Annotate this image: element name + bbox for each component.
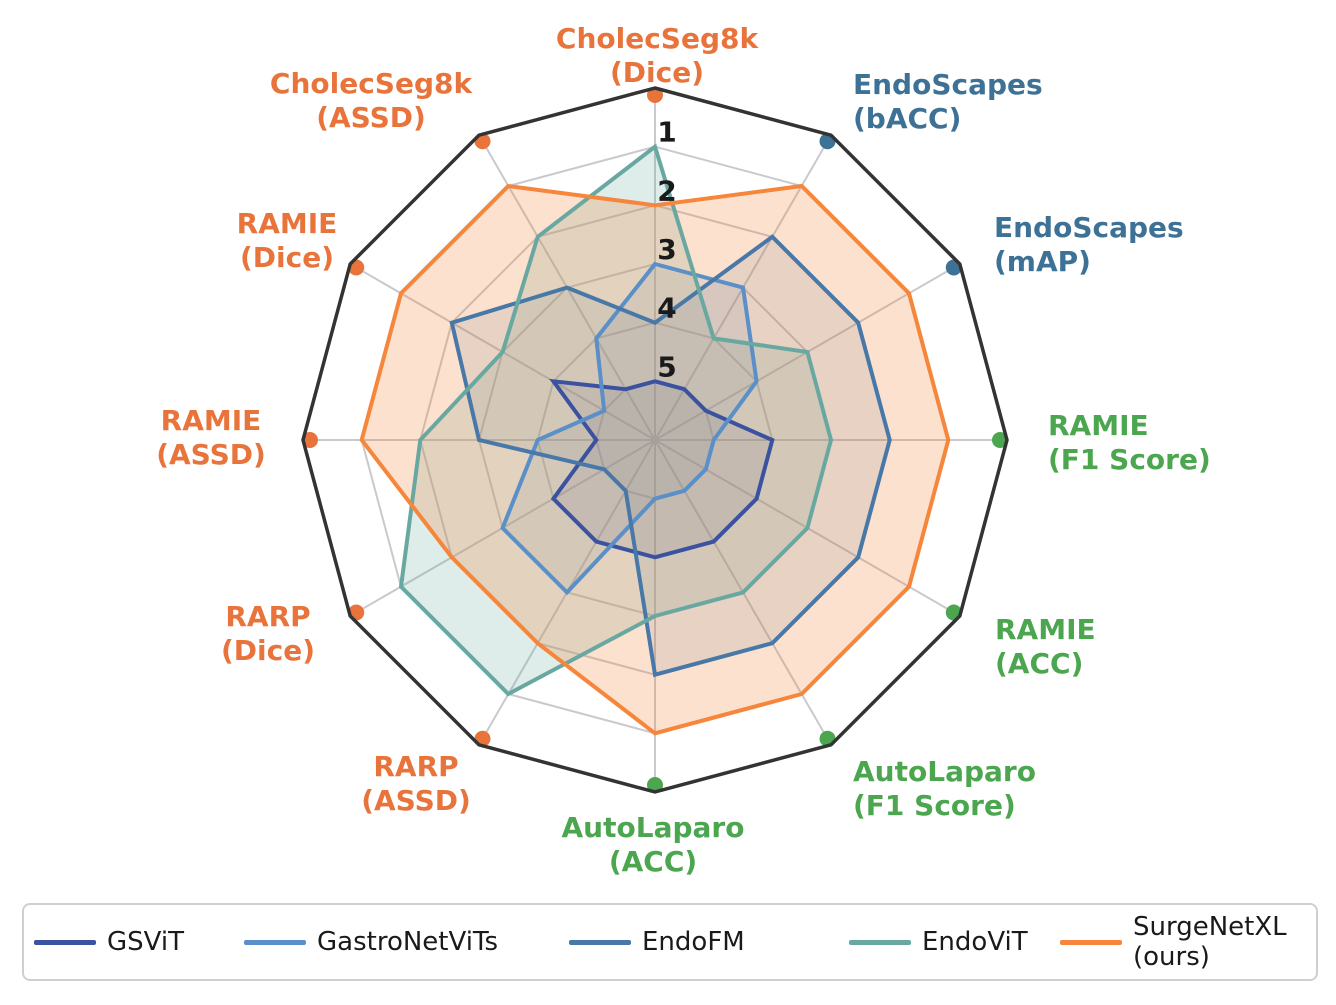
legend-swatch-icon (569, 939, 631, 945)
axis-label-endoscapes: EndoScapes (853, 68, 1043, 101)
legend-swatch-icon (34, 939, 96, 945)
legend-item-endofm: EndoFM (569, 905, 745, 979)
axis-label-ramie: RAMIE (237, 207, 338, 240)
legend-label: GSViT (107, 927, 184, 957)
series-fill-endovit (401, 146, 831, 694)
radial-tick-label: 4 (657, 292, 676, 325)
axis-label--assd-: (ASSD) (156, 438, 266, 471)
legend-swatch-icon (1060, 939, 1122, 945)
legend-label: SurgeNetXL (ours) (1133, 912, 1287, 972)
radial-tick-label: 5 (657, 350, 676, 383)
axis-label--map-: (mAP) (994, 245, 1091, 278)
legend-label: EndoFM (642, 927, 745, 957)
series-line-endovit (398, 143, 834, 697)
series-line-gsvit (549, 378, 775, 560)
series-fill-gsvit (553, 381, 773, 558)
series-line-endofm (449, 234, 892, 678)
axis-label--acc-: (ACC) (995, 647, 1083, 680)
axis-label-ramie: RAMIE (161, 404, 262, 437)
legend-swatch-icon (244, 939, 306, 945)
legend-item-endovit: EndoViT (849, 905, 1028, 979)
axis-label--acc-: (ACC) (609, 845, 697, 878)
chart-outline (301, 86, 1009, 794)
legend-swatch-icon (849, 939, 911, 945)
axis-label--bacc-: (bACC) (853, 102, 961, 135)
axis-endpoint-dot (647, 777, 663, 793)
radial-tick-label: 1 (657, 116, 676, 149)
axis-label-cholecseg8k: CholecSeg8k (270, 67, 474, 100)
series-fill-surgenetxl-ours- (361, 186, 949, 734)
axis-endpoint-dot (992, 432, 1008, 448)
axis-label--assd-: (ASSD) (316, 101, 426, 134)
legend-label: EndoViT (922, 927, 1028, 957)
axis-label--dice-: (Dice) (240, 241, 334, 274)
axis-label-autolaparo: AutoLaparo (853, 755, 1036, 788)
legend-label: GastroNetViTs (317, 927, 499, 957)
legend-item-gsvit: GSViT (34, 905, 184, 979)
axis-label--dice-: (Dice) (610, 56, 704, 89)
axis-label--f1-score-: (F1 Score) (853, 789, 1016, 822)
axis-endpoint-dot (647, 87, 663, 103)
axis-label--f1-score-: (F1 Score) (1048, 443, 1211, 476)
axis-label--assd-: (ASSD) (361, 784, 471, 817)
radial-tick-label: 2 (657, 174, 676, 207)
radial-tick-label: 3 (657, 233, 676, 266)
series-line-gastronetvits (500, 261, 759, 596)
legend-item-surgenetxl: SurgeNetXL (ours) (1060, 905, 1287, 979)
axis-label--dice-: (Dice) (221, 634, 315, 667)
axis-label-rarp: RARP (373, 750, 458, 783)
axis-label-rarp: RARP (225, 600, 310, 633)
axis-label-endoscapes: EndoScapes (994, 211, 1184, 244)
axis-endpoint-dot (302, 432, 318, 448)
legend-item-gastronetvits: GastroNetViTs (244, 905, 498, 979)
axis-label-autolaparo: AutoLaparo (562, 811, 745, 844)
axis-label-ramie: RAMIE (995, 613, 1096, 646)
series-line-surgenetxl-ours- (359, 183, 951, 736)
legend-box: GSViT GastroNetViTs EndoFM EndoViT SurgeNetX… (22, 903, 1318, 981)
axis-label-cholecseg8k: CholecSeg8k (556, 22, 760, 55)
axis-label-ramie: RAMIE (1048, 409, 1149, 442)
